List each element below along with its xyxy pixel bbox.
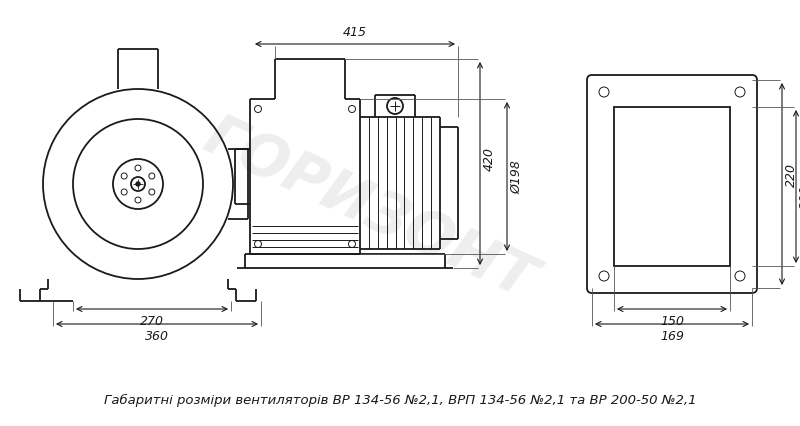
Text: Ø198: Ø198 <box>510 160 523 194</box>
Text: 270: 270 <box>140 314 164 327</box>
Text: 420: 420 <box>483 147 496 171</box>
Text: 220: 220 <box>785 163 798 187</box>
Bar <box>614 108 730 266</box>
Text: ГОРИЗОНТ: ГОРИЗОНТ <box>195 108 545 311</box>
Text: 169: 169 <box>660 329 684 342</box>
Text: 200: 200 <box>799 185 800 209</box>
Circle shape <box>136 183 140 187</box>
Text: Габаритні розміри вентиляторів ВР 134-56 №2,1, ВРП 134-56 №2,1 та ВР 200-50 №2,1: Габаритні розміри вентиляторів ВР 134-56… <box>104 392 696 406</box>
Text: 415: 415 <box>343 26 367 39</box>
Text: 150: 150 <box>660 314 684 327</box>
Text: 360: 360 <box>145 329 169 342</box>
